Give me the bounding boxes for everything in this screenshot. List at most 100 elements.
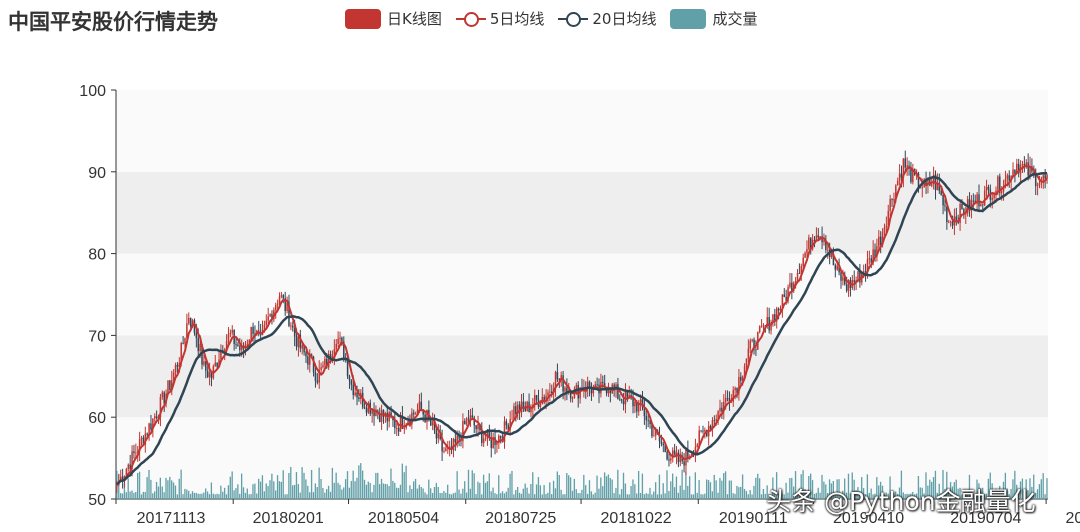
candle-body	[942, 194, 944, 206]
volume-bar	[881, 485, 884, 499]
candle-body	[885, 225, 888, 228]
candle-body	[456, 435, 458, 443]
candle-body	[133, 451, 135, 453]
legend-item-volume[interactable]: 成交量	[670, 8, 758, 29]
candle-body	[806, 249, 808, 254]
volume-bar	[331, 467, 334, 499]
volume-bar	[800, 474, 802, 499]
volume-bar	[346, 471, 349, 499]
candle-body	[724, 397, 727, 403]
candle-body	[747, 348, 750, 359]
volume-bar	[172, 482, 175, 499]
candle-body	[891, 199, 893, 200]
volume-bar	[314, 483, 317, 499]
volume-bar	[749, 490, 751, 499]
candle-body	[632, 397, 634, 407]
volume-bar	[552, 480, 555, 499]
candle-body	[664, 445, 666, 453]
volume-bar	[244, 492, 247, 499]
volume-bar	[388, 486, 390, 499]
legend: 日K线图 5日均线 20日均线 成交量	[345, 8, 772, 29]
volume-bar	[452, 493, 455, 499]
candle-body	[322, 365, 324, 368]
candle-body	[138, 439, 141, 452]
volume-bar	[513, 494, 515, 499]
candle-body	[579, 387, 581, 399]
legend-item-ma5[interactable]: 5日均线	[455, 8, 544, 29]
volume-bar	[152, 493, 154, 499]
volume-swatch-icon	[670, 8, 707, 29]
candle-body	[791, 282, 793, 291]
volume-bar	[547, 492, 549, 499]
candle-body	[499, 435, 502, 439]
volume-bar	[745, 491, 748, 499]
volume-bar	[876, 477, 878, 499]
candle-body	[947, 221, 950, 223]
candle-body	[745, 358, 748, 367]
volume-bar	[456, 471, 458, 499]
candle-body	[834, 265, 837, 270]
volume-bar	[949, 482, 952, 499]
volume-bar	[541, 494, 543, 499]
volume-bar	[821, 474, 823, 499]
volume-bar	[390, 468, 392, 499]
legend-item-ma20[interactable]: 20日均线	[558, 8, 656, 29]
candle-body	[535, 395, 538, 400]
candle-body	[265, 320, 268, 325]
candle-body	[785, 296, 787, 301]
candle-body	[749, 340, 752, 349]
candle-body	[715, 419, 717, 421]
candle-body	[496, 443, 498, 445]
candle-body	[167, 380, 169, 394]
volume-bar	[823, 481, 825, 499]
volume-bar	[460, 493, 462, 499]
volume-bar	[989, 472, 991, 499]
volume-bar	[611, 479, 613, 499]
candle-body	[471, 415, 474, 418]
candle-body	[694, 447, 697, 456]
volume-bar	[159, 477, 162, 499]
candle-body	[490, 437, 493, 448]
candle-body	[654, 430, 657, 436]
volume-bar	[231, 471, 233, 499]
volume-bar	[240, 473, 243, 499]
ma5-line-icon	[455, 9, 486, 29]
volume-bar	[598, 488, 600, 499]
volume-bar	[583, 474, 585, 499]
candle-body	[363, 407, 366, 409]
candle-body	[146, 433, 148, 435]
legend-item-kline[interactable]: 日K线图	[345, 8, 442, 29]
candle-body	[768, 317, 770, 331]
candle-body	[152, 418, 154, 430]
volume-bar	[248, 494, 250, 499]
candle-body	[203, 361, 205, 365]
candle-body	[709, 426, 712, 429]
volume-bar	[579, 493, 581, 499]
candle-body	[734, 387, 736, 391]
x-tick-label: 20180725	[485, 510, 556, 527]
candle-body	[620, 399, 623, 401]
candle-body	[373, 409, 375, 417]
volume-bar	[397, 488, 400, 499]
volume-bar	[842, 490, 844, 499]
candle-body	[1021, 164, 1024, 166]
legend-label-kline: 日K线图	[387, 10, 442, 28]
volume-bar	[968, 474, 971, 499]
volume-bar	[178, 478, 180, 499]
volume-bar	[469, 488, 472, 499]
volume-bar	[380, 478, 383, 499]
candle-body	[679, 455, 682, 463]
volume-bar	[533, 494, 536, 499]
candle-body	[394, 420, 396, 429]
volume-bar	[883, 494, 886, 499]
volume-bar	[666, 470, 668, 499]
candle-body	[766, 317, 769, 326]
candle-body	[649, 420, 651, 425]
candle-body	[586, 381, 589, 390]
volume-bar	[208, 494, 211, 499]
candle-body	[513, 406, 515, 419]
candle-body	[554, 371, 557, 389]
volume-bar	[972, 494, 974, 499]
candle-body	[412, 412, 415, 415]
volume-bar	[121, 493, 124, 499]
